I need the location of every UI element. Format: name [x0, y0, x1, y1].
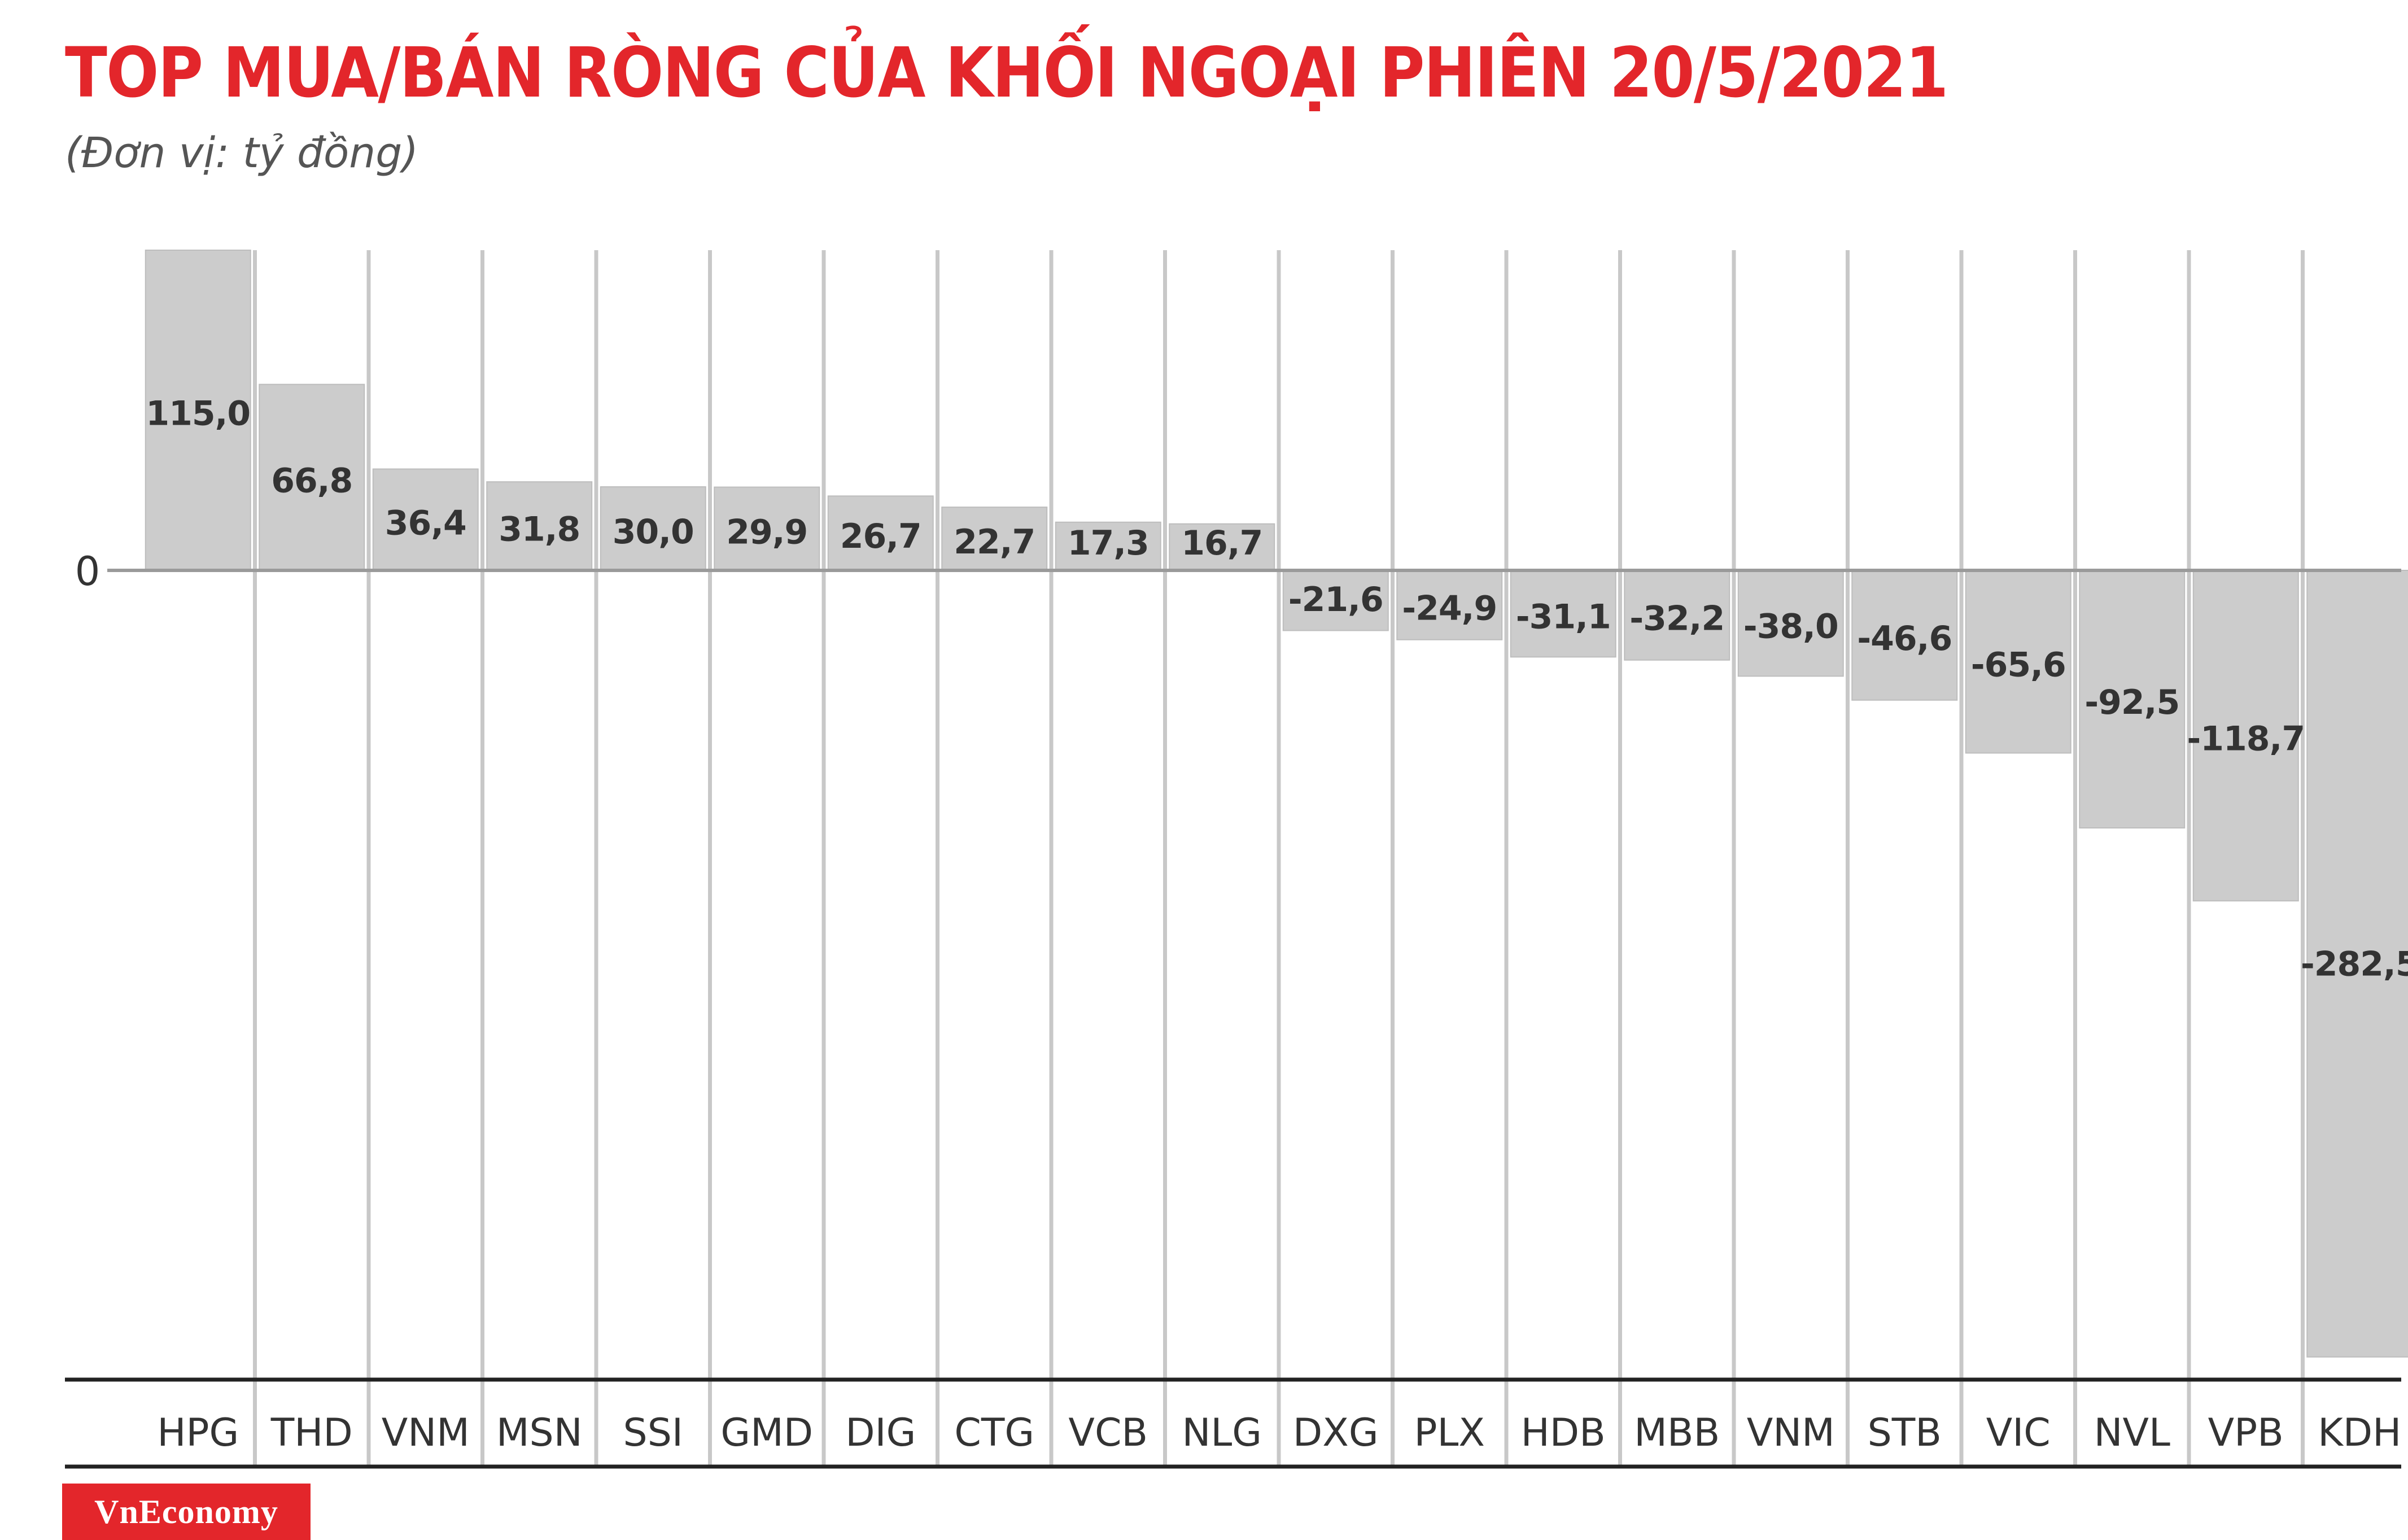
data-label: -65,6	[1971, 645, 2066, 685]
category-label: MSN	[496, 1411, 583, 1455]
data-label: -32,2	[1629, 599, 1724, 638]
bar-vpb-18	[2192, 570, 2299, 902]
data-label: 31,8	[499, 510, 580, 549]
category-label: GMD	[720, 1411, 813, 1455]
bar-hdb-12	[1510, 570, 1616, 658]
bar-vic-16	[1965, 570, 2072, 754]
data-label: 66,8	[271, 461, 352, 500]
data-label: 29,9	[726, 512, 807, 552]
bar-mbb-13	[1624, 570, 1730, 661]
category-label: DXG	[1293, 1411, 1379, 1455]
category-label: KDH	[2318, 1411, 2401, 1455]
category-label: PLX	[1414, 1411, 1485, 1455]
bar-ctg-7	[941, 507, 1048, 571]
data-label: -118,7	[2187, 719, 2305, 759]
bar-vcb-8	[1055, 521, 1161, 571]
data-label: 16,7	[1181, 523, 1262, 563]
unit-subtitle: (Đơn vị: tỷ đồng)	[65, 129, 419, 177]
labels-group: 115,0 HPG 66,8 THD 36,4 VNM 31,8 MSN 30,0 SSI 29,9…	[75, 394, 2408, 1456]
data-label: 115,0	[146, 394, 250, 434]
y-tick-label: 0	[75, 548, 100, 595]
bars-group	[145, 250, 2408, 1358]
bar-vnm-14	[1737, 570, 1844, 677]
category-label: MBB	[1634, 1411, 1720, 1455]
bar-dig-6	[827, 495, 934, 571]
data-label: -31,1	[1516, 597, 1611, 637]
column-separators	[253, 250, 2305, 1467]
category-label: HDB	[1521, 1411, 1606, 1455]
category-label: VCB	[1068, 1411, 1148, 1455]
data-label: 22,7	[954, 522, 1035, 562]
bar-thd-1	[259, 383, 365, 571]
data-label: -38,0	[1743, 607, 1838, 647]
category-label: DIG	[845, 1411, 916, 1455]
data-label: 30,0	[613, 512, 694, 552]
data-label: -24,9	[1402, 588, 1497, 628]
bar-ssi-4	[600, 486, 706, 571]
data-label: 36,4	[385, 503, 466, 543]
bar-stb-15	[1851, 570, 1958, 701]
category-label: VNM	[1747, 1411, 1835, 1455]
category-label: VNM	[382, 1411, 470, 1455]
category-label: NVL	[2094, 1411, 2170, 1455]
bar-kdh-19	[2306, 570, 2408, 1358]
bar-nvl-17	[2079, 570, 2186, 829]
data-label: 17,3	[1068, 523, 1149, 563]
bar-msn-3	[486, 481, 593, 571]
category-label: NLG	[1182, 1411, 1262, 1455]
data-label: -282,5	[2301, 944, 2408, 984]
axes-group	[65, 569, 2401, 1469]
category-label: VPB	[2208, 1411, 2284, 1455]
category-label: CTG	[954, 1411, 1034, 1455]
data-label: -92,5	[2084, 683, 2179, 722]
category-label: STB	[1868, 1411, 1942, 1455]
bar-plx-11	[1396, 570, 1503, 640]
bar-hpg-0	[145, 250, 251, 571]
chart-title: TOP MUA/BÁN RÒNG CỦA KHỐI NGOẠI PHIÊN 20…	[65, 33, 1948, 113]
category-label: SSI	[623, 1411, 683, 1455]
bar-dxg-10	[1282, 570, 1389, 631]
bar-gmd-5	[714, 486, 820, 571]
data-label: 26,7	[840, 517, 921, 556]
vneconomy-logo: VnEconomy	[62, 1484, 311, 1540]
category-label: THD	[270, 1411, 353, 1455]
data-label: -46,6	[1857, 619, 1952, 658]
data-label: -21,6	[1288, 580, 1383, 620]
category-label: VIC	[1986, 1411, 2051, 1455]
category-label: HPG	[157, 1411, 239, 1455]
